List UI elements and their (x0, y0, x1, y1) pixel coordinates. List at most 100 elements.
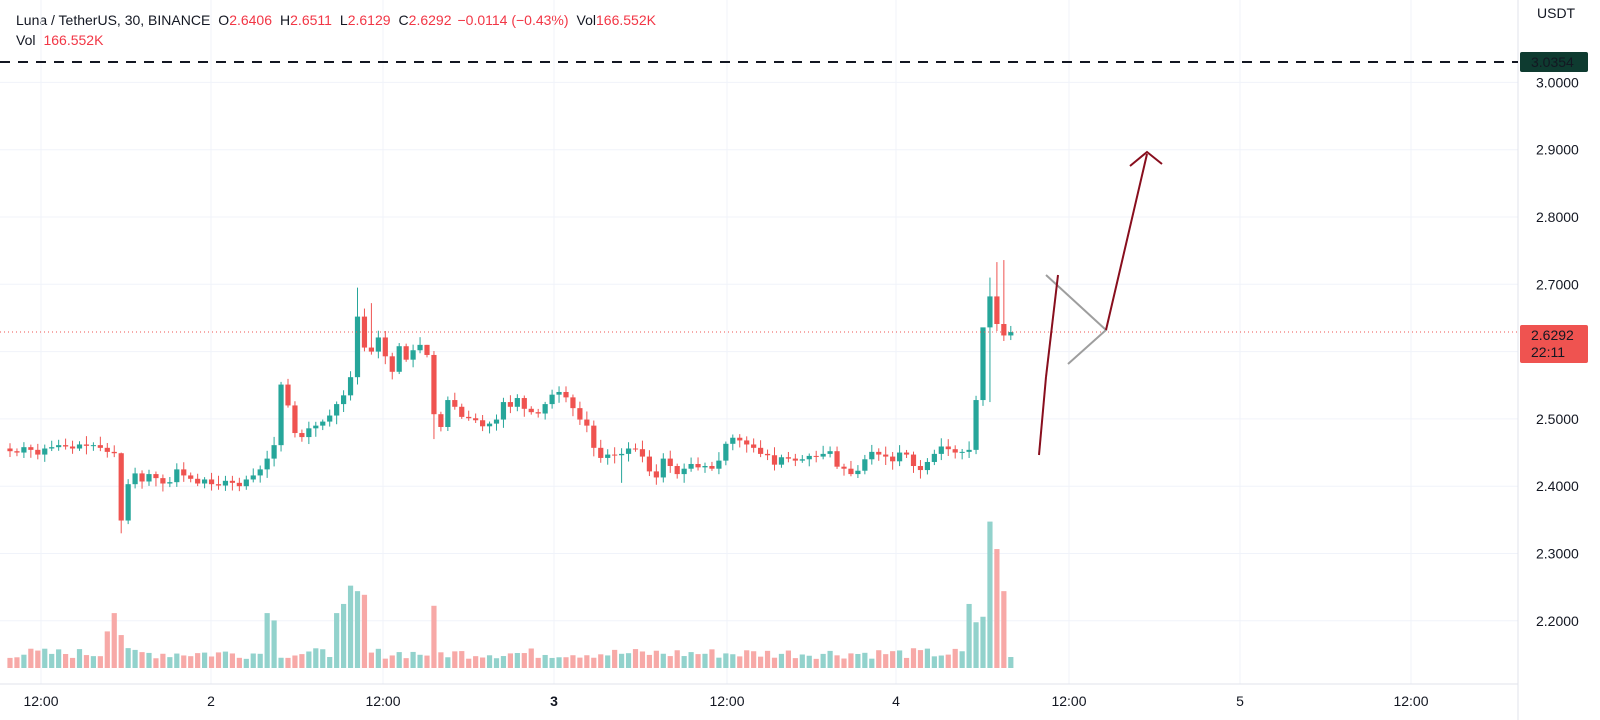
volume-bar (160, 653, 166, 668)
candle-body (528, 408, 534, 413)
candle-body (320, 421, 326, 426)
volume-bars (7, 521, 1014, 668)
volume-row-label[interactable]: Vol (16, 32, 36, 48)
candle-body (14, 451, 20, 453)
candle-body (21, 447, 27, 453)
volume-bar (570, 655, 576, 668)
candle-body (83, 444, 90, 446)
time-tick-label: 12:00 (709, 693, 744, 709)
volume-bar (903, 657, 910, 668)
candle-body (500, 402, 507, 420)
volume-bar (271, 620, 277, 668)
volume-bar (980, 616, 986, 668)
grid (0, 0, 1518, 684)
volume-bar (195, 653, 201, 668)
volume-bar (222, 651, 229, 668)
volume-bar (264, 613, 270, 668)
price-tick-label: 2.2000 (1536, 613, 1579, 629)
high-value: 2.6511 (290, 12, 332, 28)
volume-bar (737, 656, 743, 668)
candle-body (69, 446, 76, 449)
time-axis[interactable]: 12:00 2 12:00 3 12:00 4 12:00 5 12:00 (23, 693, 1428, 709)
volume-bar (890, 651, 896, 668)
candle-body (431, 354, 437, 415)
volume-bar (202, 652, 208, 668)
candle-body (368, 347, 374, 352)
target-arrow-line[interactable] (1105, 153, 1148, 331)
currency-label: USDT (1537, 5, 1576, 21)
volume-bar (938, 655, 944, 668)
volume-bar (389, 655, 395, 668)
candle-body (994, 296, 1000, 325)
candle-body (382, 337, 388, 357)
candle-body (744, 440, 750, 445)
candle-body (598, 447, 604, 458)
candle-body (883, 454, 889, 457)
candle-body (354, 316, 361, 378)
candle-body (931, 453, 937, 462)
candle-body (758, 447, 764, 454)
volume-bar (563, 657, 569, 668)
volume-bar (334, 613, 340, 668)
volume-bar (535, 657, 541, 668)
candle-body (424, 344, 430, 355)
volume-bar (771, 657, 778, 668)
candle-body (820, 453, 826, 457)
volume-bar (834, 655, 840, 668)
candle-body (215, 484, 222, 486)
candle-body (181, 469, 187, 476)
volume-bar (14, 657, 20, 668)
candle-body (646, 456, 652, 472)
target-arrow-head[interactable] (1129, 150, 1163, 167)
volume-bar (500, 656, 507, 668)
volume-bar (556, 657, 562, 668)
volume-bar (132, 649, 138, 668)
volume-bar (855, 653, 861, 668)
candle-body (271, 445, 277, 459)
price-axis[interactable]: USDT 3.0000 2.9000 2.8000 2.7000 2.5000 2.4000… (1520, 5, 1588, 629)
volume-bar (320, 649, 326, 668)
impulse-line[interactable] (1038, 376, 1047, 456)
reference-level-value: 3.0354 (1531, 54, 1574, 70)
volume-bar (806, 655, 812, 668)
reference-level-tag (1520, 52, 1588, 72)
price-tick-label: 3.0000 (1536, 74, 1579, 90)
volume-bar (869, 658, 875, 668)
volume-bar (153, 658, 159, 668)
volume-bar (35, 650, 41, 668)
volume-bar (876, 650, 882, 668)
volume-bar (473, 656, 479, 668)
pennant-triangle[interactable] (1045, 274, 1108, 365)
candle-body (250, 475, 256, 480)
candle-body (987, 296, 993, 328)
candle-body (910, 454, 917, 467)
price-tick-label: 2.3000 (1536, 546, 1579, 562)
drawings[interactable] (1038, 150, 1163, 456)
low-label: L (339, 12, 348, 28)
symbol-label[interactable]: Luna / TetherUS, 30, BINANCE (16, 12, 211, 28)
volume-bar (208, 656, 215, 668)
candle-body (584, 419, 590, 426)
candle-body (751, 444, 757, 448)
candle-body (195, 478, 201, 484)
candle-body (716, 460, 722, 469)
volume-bar (514, 653, 520, 668)
candle-body (806, 455, 812, 460)
candle-body (903, 452, 910, 455)
volume-bar (883, 654, 889, 668)
impulse-line-upper[interactable] (1045, 274, 1059, 378)
last-price-value: 2.6292 (1531, 327, 1574, 343)
candle-body (938, 446, 944, 454)
volume-bar (591, 657, 597, 668)
volume-bar (486, 655, 493, 668)
time-tick-label: 2 (207, 693, 215, 709)
candle-body (792, 458, 798, 461)
volume-bar (313, 648, 319, 668)
volume-bar (632, 649, 639, 668)
volume-bar (994, 549, 1000, 668)
candle-body (688, 463, 694, 469)
candle-body (862, 459, 868, 471)
volume-bar (688, 652, 694, 668)
volume-bar (417, 654, 423, 668)
